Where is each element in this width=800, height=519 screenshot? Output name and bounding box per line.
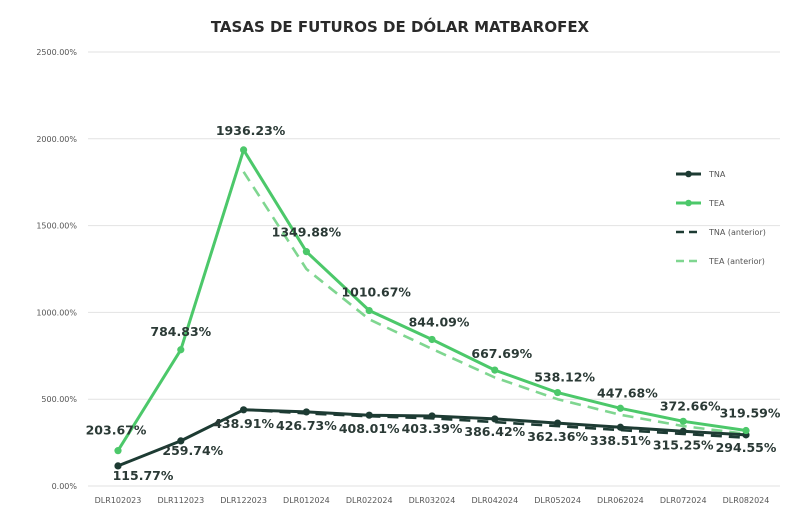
data-label-tea: 447.68% — [597, 385, 658, 400]
data-point-tna — [302, 408, 310, 416]
data-label-tea: 372.66% — [660, 398, 721, 413]
x-tick-label: DLR062024 — [597, 496, 644, 505]
y-axis-ticks: 0.00% 500.00% 1000.00% 1500.00% 2000.00% 2500… — [36, 48, 77, 491]
data-label-tna: 362.36% — [527, 429, 588, 444]
data-label-tna: 438.91% — [213, 416, 274, 431]
series-line-tna-anterior — [243, 408, 747, 439]
data-label-tea: 844.09% — [409, 314, 470, 329]
data-label-tna: 115.77% — [113, 468, 174, 483]
data-label-tea: 1936.23% — [216, 123, 286, 138]
data-point-tea — [742, 426, 750, 435]
data-label-tna: 294.55% — [716, 440, 777, 455]
x-tick-label: DLR102023 — [95, 496, 142, 505]
data-label-tea: 203.67% — [86, 423, 147, 438]
x-tick-label: DLR122023 — [220, 496, 267, 505]
series — [114, 146, 750, 470]
data-label-tna: 259.74% — [162, 443, 223, 458]
y-tick-label: 1500.00% — [36, 222, 77, 231]
data-label-tea: 667.69% — [471, 346, 532, 361]
legend-label: TEA (anterior) — [708, 257, 765, 266]
data-label-tna: 403.39% — [402, 421, 463, 436]
data-label-tna: 338.51% — [590, 433, 651, 448]
legend-label: TNA — [708, 170, 726, 179]
data-point-tea — [177, 346, 185, 354]
legend-marker-tna — [685, 170, 692, 178]
series-line-tea — [116, 148, 748, 453]
grid — [88, 51, 780, 487]
data-point-tna — [114, 462, 122, 470]
legend-marker-tea — [685, 199, 692, 207]
data-point-tea — [240, 146, 248, 154]
x-tick-label: DLR072024 — [660, 496, 707, 505]
data-point-tna — [428, 412, 436, 420]
y-tick-label: 0.00% — [52, 482, 78, 491]
data-point-tea — [616, 404, 625, 412]
data-point-tea — [428, 335, 436, 344]
y-tick-label: 2500.00% — [36, 48, 77, 57]
data-label-tna: 426.73% — [276, 418, 337, 433]
data-label-tea: 319.59% — [720, 406, 781, 421]
data-point-tna — [616, 423, 625, 431]
data-point-tna — [554, 419, 562, 427]
legend: TNA TEA TNA (anterior) TEA (anterior) — [676, 170, 766, 266]
data-point-tea — [679, 417, 687, 425]
data-label-tna: 315.25% — [653, 437, 714, 452]
x-tick-label: DLR012024 — [283, 496, 330, 505]
data-point-tna — [240, 406, 248, 414]
x-tick-label: DLR032024 — [409, 496, 456, 505]
data-point-tea — [302, 248, 310, 256]
data-point-tna — [365, 411, 373, 419]
data-point-tea — [491, 366, 499, 374]
series-line-tea-anterior — [242, 171, 747, 436]
data-label-tea: 784.83% — [150, 324, 211, 339]
y-tick-label: 500.00% — [41, 395, 77, 404]
data-point-tea — [554, 388, 562, 397]
x-tick-label: DLR112023 — [157, 496, 204, 505]
y-tick-label: 2000.00% — [36, 135, 77, 144]
data-label-tea: 1349.88% — [272, 225, 342, 240]
data-label-tna: 408.01% — [339, 421, 400, 436]
x-tick-label: DLR022024 — [346, 496, 393, 505]
data-point-tna — [491, 415, 499, 423]
chart-title: TASAS DE FUTUROS DE DÓLAR MATBAROFEX — [211, 17, 590, 36]
x-tick-label: DLR042024 — [471, 496, 518, 505]
data-label-tea: 1010.67% — [341, 285, 411, 300]
data-labels: 203.67% 784.83% 1936.23% 1349.88% 1010.67% 84… — [86, 123, 781, 483]
x-tick-label: DLR082024 — [723, 496, 770, 505]
data-point-tna — [679, 427, 687, 435]
legend-label: TNA (anterior) — [708, 228, 766, 237]
data-point-tea — [365, 306, 373, 315]
y-tick-label: 1000.00% — [36, 308, 77, 317]
data-label-tea: 538.12% — [534, 370, 595, 385]
legend-label: TEA — [708, 199, 725, 208]
data-point-tea — [114, 447, 122, 455]
data-label-tna: 386.42% — [464, 424, 525, 439]
x-tick-label: DLR052024 — [534, 496, 581, 505]
data-point-tna — [177, 437, 185, 445]
x-axis-ticks: DLR102023 DLR112023 DLR122023 DLR012024 DLR0… — [95, 496, 770, 505]
